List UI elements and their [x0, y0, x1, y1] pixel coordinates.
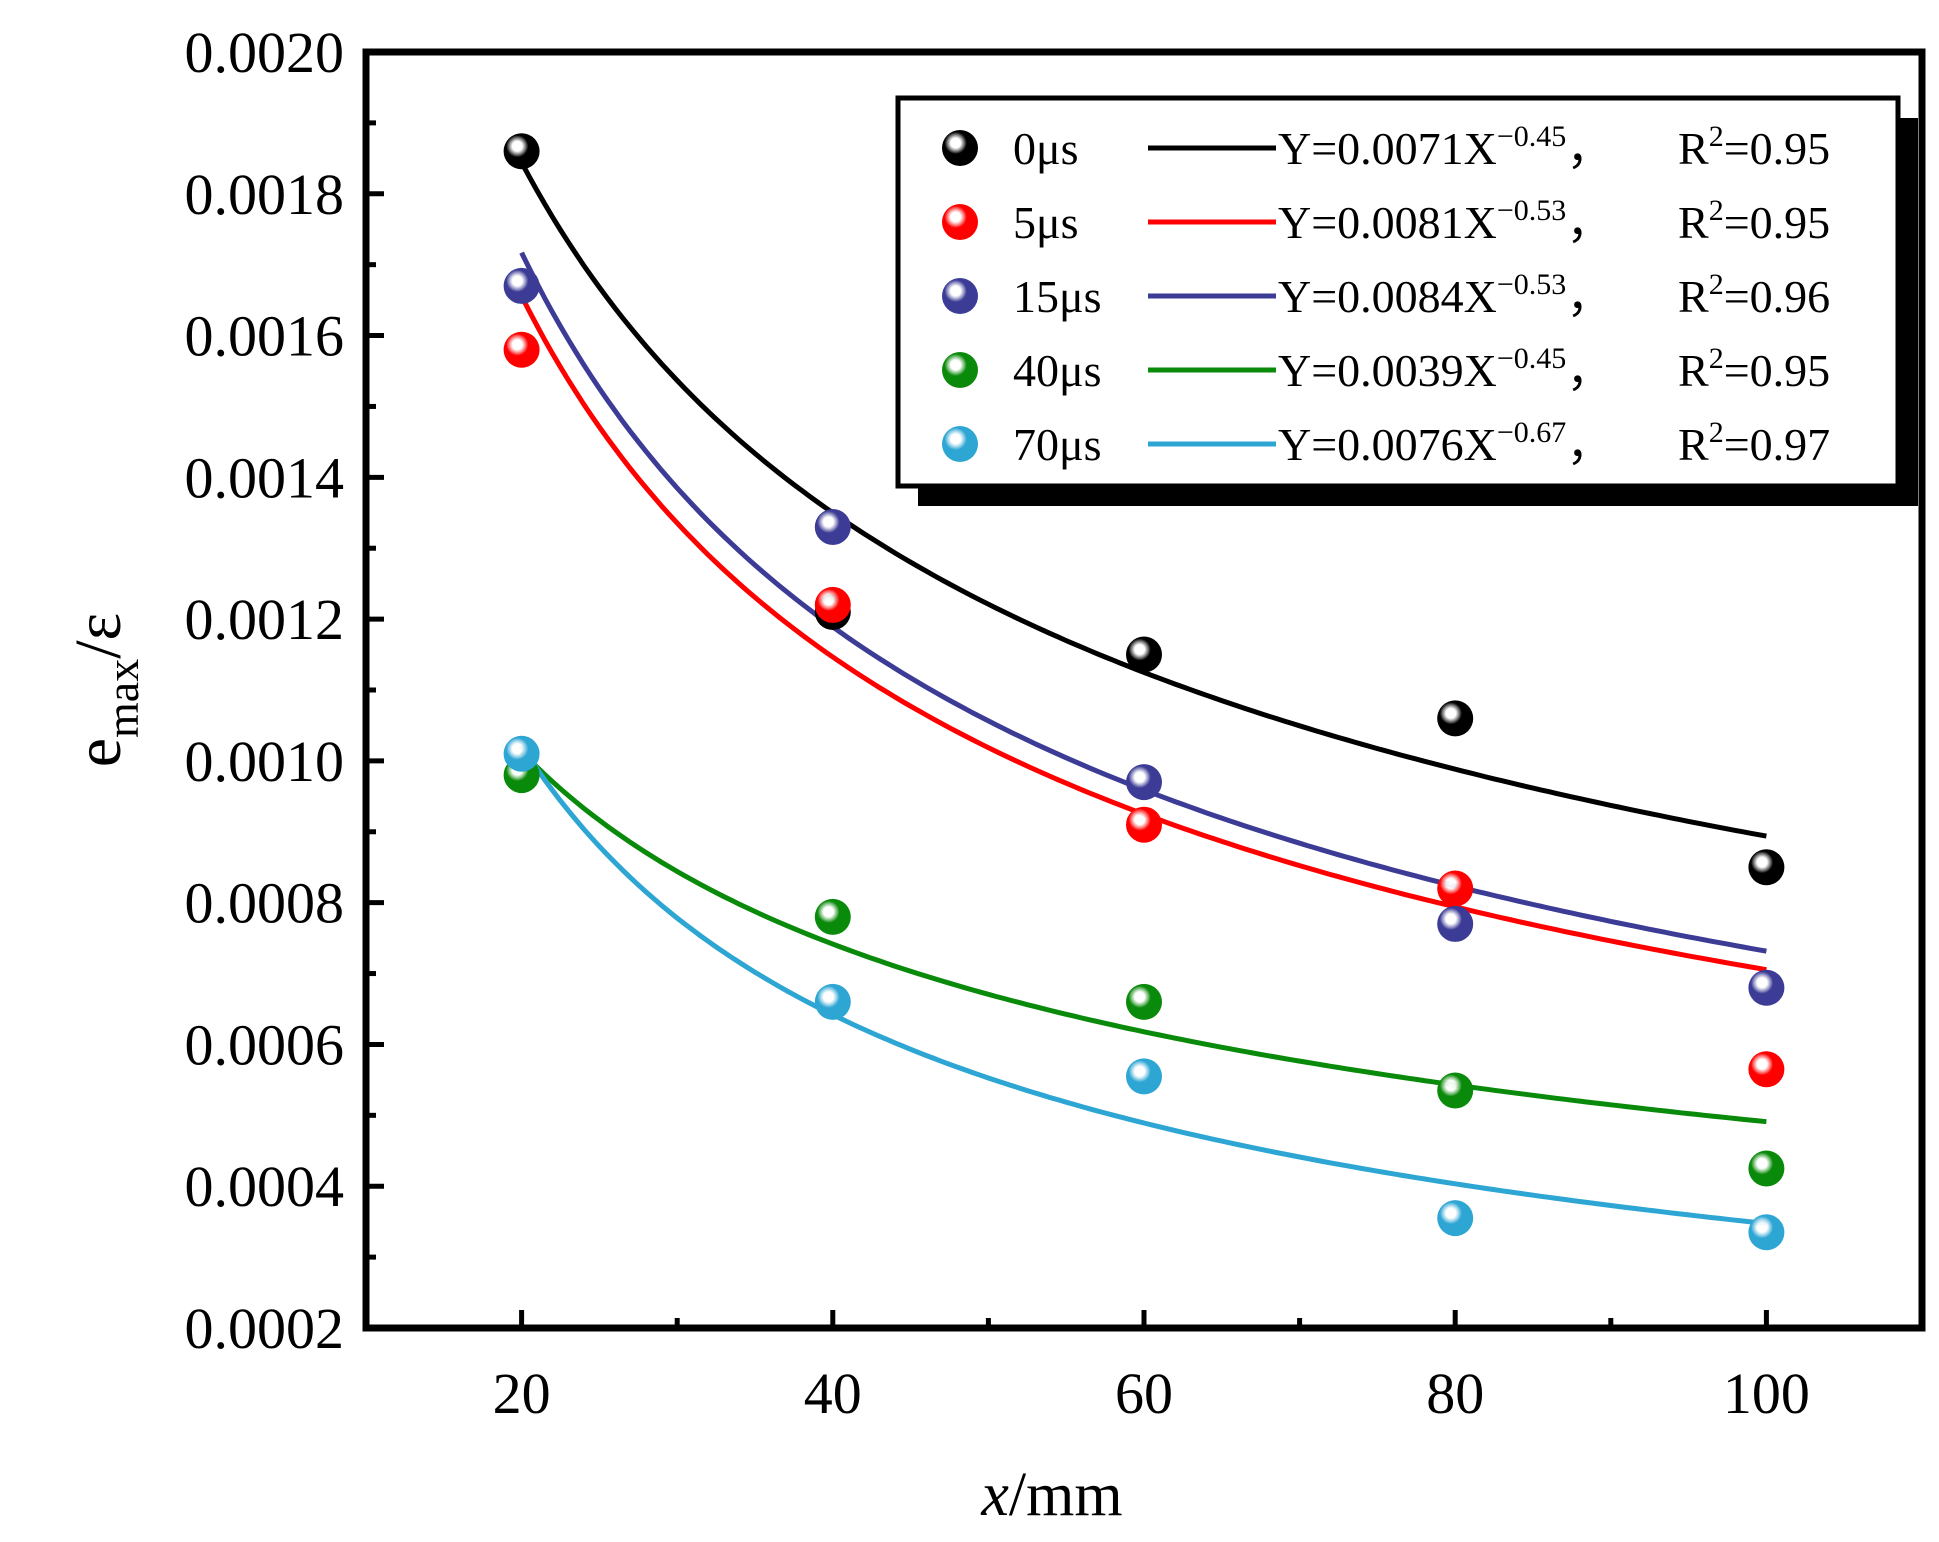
legend-marker [942, 426, 978, 462]
legend-series-name: 40μs [1013, 345, 1102, 396]
y-axis-base: e [62, 738, 135, 767]
equation-main: Y=0.0039X [1278, 345, 1497, 396]
data-point [814, 586, 851, 623]
data-point [1748, 849, 1785, 886]
legend-r2: R2=0.95 [1678, 342, 1830, 396]
x-axis-unit: /mm [1009, 1461, 1123, 1529]
x-tick-label: 20 [493, 1361, 551, 1426]
data-point [1437, 870, 1474, 907]
data-point [1126, 636, 1162, 673]
equation-separator: ， [1566, 271, 1612, 322]
equation-separator: ， [1566, 197, 1612, 248]
equation-main: Y=0.0076X [1278, 419, 1497, 470]
equation-separator: ， [1566, 419, 1612, 470]
data-point [1748, 1214, 1785, 1251]
legend-r2: R2=0.95 [1678, 120, 1830, 174]
data-point [1748, 1150, 1785, 1187]
legend-r2: R2=0.95 [1678, 194, 1830, 248]
legend-series-name: 70μs [1013, 419, 1102, 470]
x-tick-label: 80 [1426, 1361, 1484, 1426]
legend-equation: Y=0.0071X−0.45， [1278, 120, 1612, 174]
y-tick-label: 0.0014 [185, 445, 345, 510]
equation-separator: ， [1566, 123, 1612, 174]
legend-equation: Y=0.0076X−0.67， [1278, 416, 1612, 470]
legend-marker [942, 130, 978, 166]
data-point [814, 983, 851, 1020]
data-point [1126, 806, 1162, 843]
equation-separator: ， [1566, 345, 1612, 396]
y-axis-rest: /ε [62, 613, 135, 659]
y-tick-label: 0.0010 [185, 729, 345, 794]
legend-r2: R2=0.97 [1678, 416, 1830, 470]
data-point [1437, 905, 1474, 942]
legend-series-name: 5μs [1013, 197, 1079, 248]
equation-main: Y=0.0071X [1278, 123, 1497, 174]
legend-equation: Y=0.0084X−0.53， [1278, 268, 1612, 322]
x-axis-variable: x [980, 1461, 1009, 1529]
data-point [1437, 1200, 1474, 1237]
equation-exponent: −0.45 [1497, 120, 1566, 153]
data-point [503, 267, 540, 304]
y-tick-label: 0.0018 [185, 162, 345, 227]
data-point [1748, 969, 1785, 1006]
equation-main: Y=0.0081X [1278, 197, 1497, 248]
legend-marker [942, 204, 978, 240]
equation-exponent: −0.67 [1497, 416, 1566, 449]
equation-exponent: −0.53 [1497, 194, 1566, 227]
y-tick-label: 0.0002 [185, 1296, 345, 1361]
data-point [814, 898, 851, 935]
y-tick-label: 0.0006 [185, 1012, 345, 1077]
equation-exponent: −0.53 [1497, 268, 1566, 301]
legend-equation: Y=0.0039X−0.45， [1278, 342, 1612, 396]
x-axis-title: x/mm [980, 1461, 1122, 1529]
legend-series-name: 15μs [1013, 271, 1102, 322]
data-point [503, 735, 540, 772]
data-point [814, 508, 851, 545]
data-point [1126, 1058, 1162, 1095]
y-tick-label: 0.0016 [185, 304, 345, 369]
y-tick-label: 0.0008 [185, 871, 345, 936]
y-tick-label: 0.0004 [185, 1154, 345, 1219]
equation-exponent: −0.45 [1497, 342, 1566, 375]
legend-series-name: 0μs [1013, 123, 1079, 174]
y-axis-subscript: max [97, 659, 148, 738]
legend-marker [942, 278, 978, 314]
data-point [1748, 1051, 1785, 1088]
legend-equation: Y=0.0081X−0.53， [1278, 194, 1612, 248]
data-point [503, 133, 540, 170]
data-point [503, 331, 540, 368]
legend-box [895, 95, 1901, 489]
y-tick-label: 0.0020 [185, 20, 345, 85]
fit-curve [519, 749, 1767, 1125]
legend-marker [942, 352, 978, 388]
data-point [1126, 983, 1162, 1020]
y-axis-title: emax/ε [62, 613, 148, 768]
data-point [1126, 764, 1162, 801]
x-tick-label: 60 [1115, 1361, 1173, 1426]
fit-curve [519, 744, 1767, 1226]
legend-r2: R2=0.96 [1678, 268, 1830, 322]
equation-main: Y=0.0084X [1278, 271, 1497, 322]
x-tick-label: 40 [804, 1361, 862, 1426]
y-tick-label: 0.0012 [185, 587, 345, 652]
data-point [1437, 1072, 1474, 1109]
data-point [1437, 700, 1474, 737]
x-tick-label: 100 [1723, 1361, 1810, 1426]
